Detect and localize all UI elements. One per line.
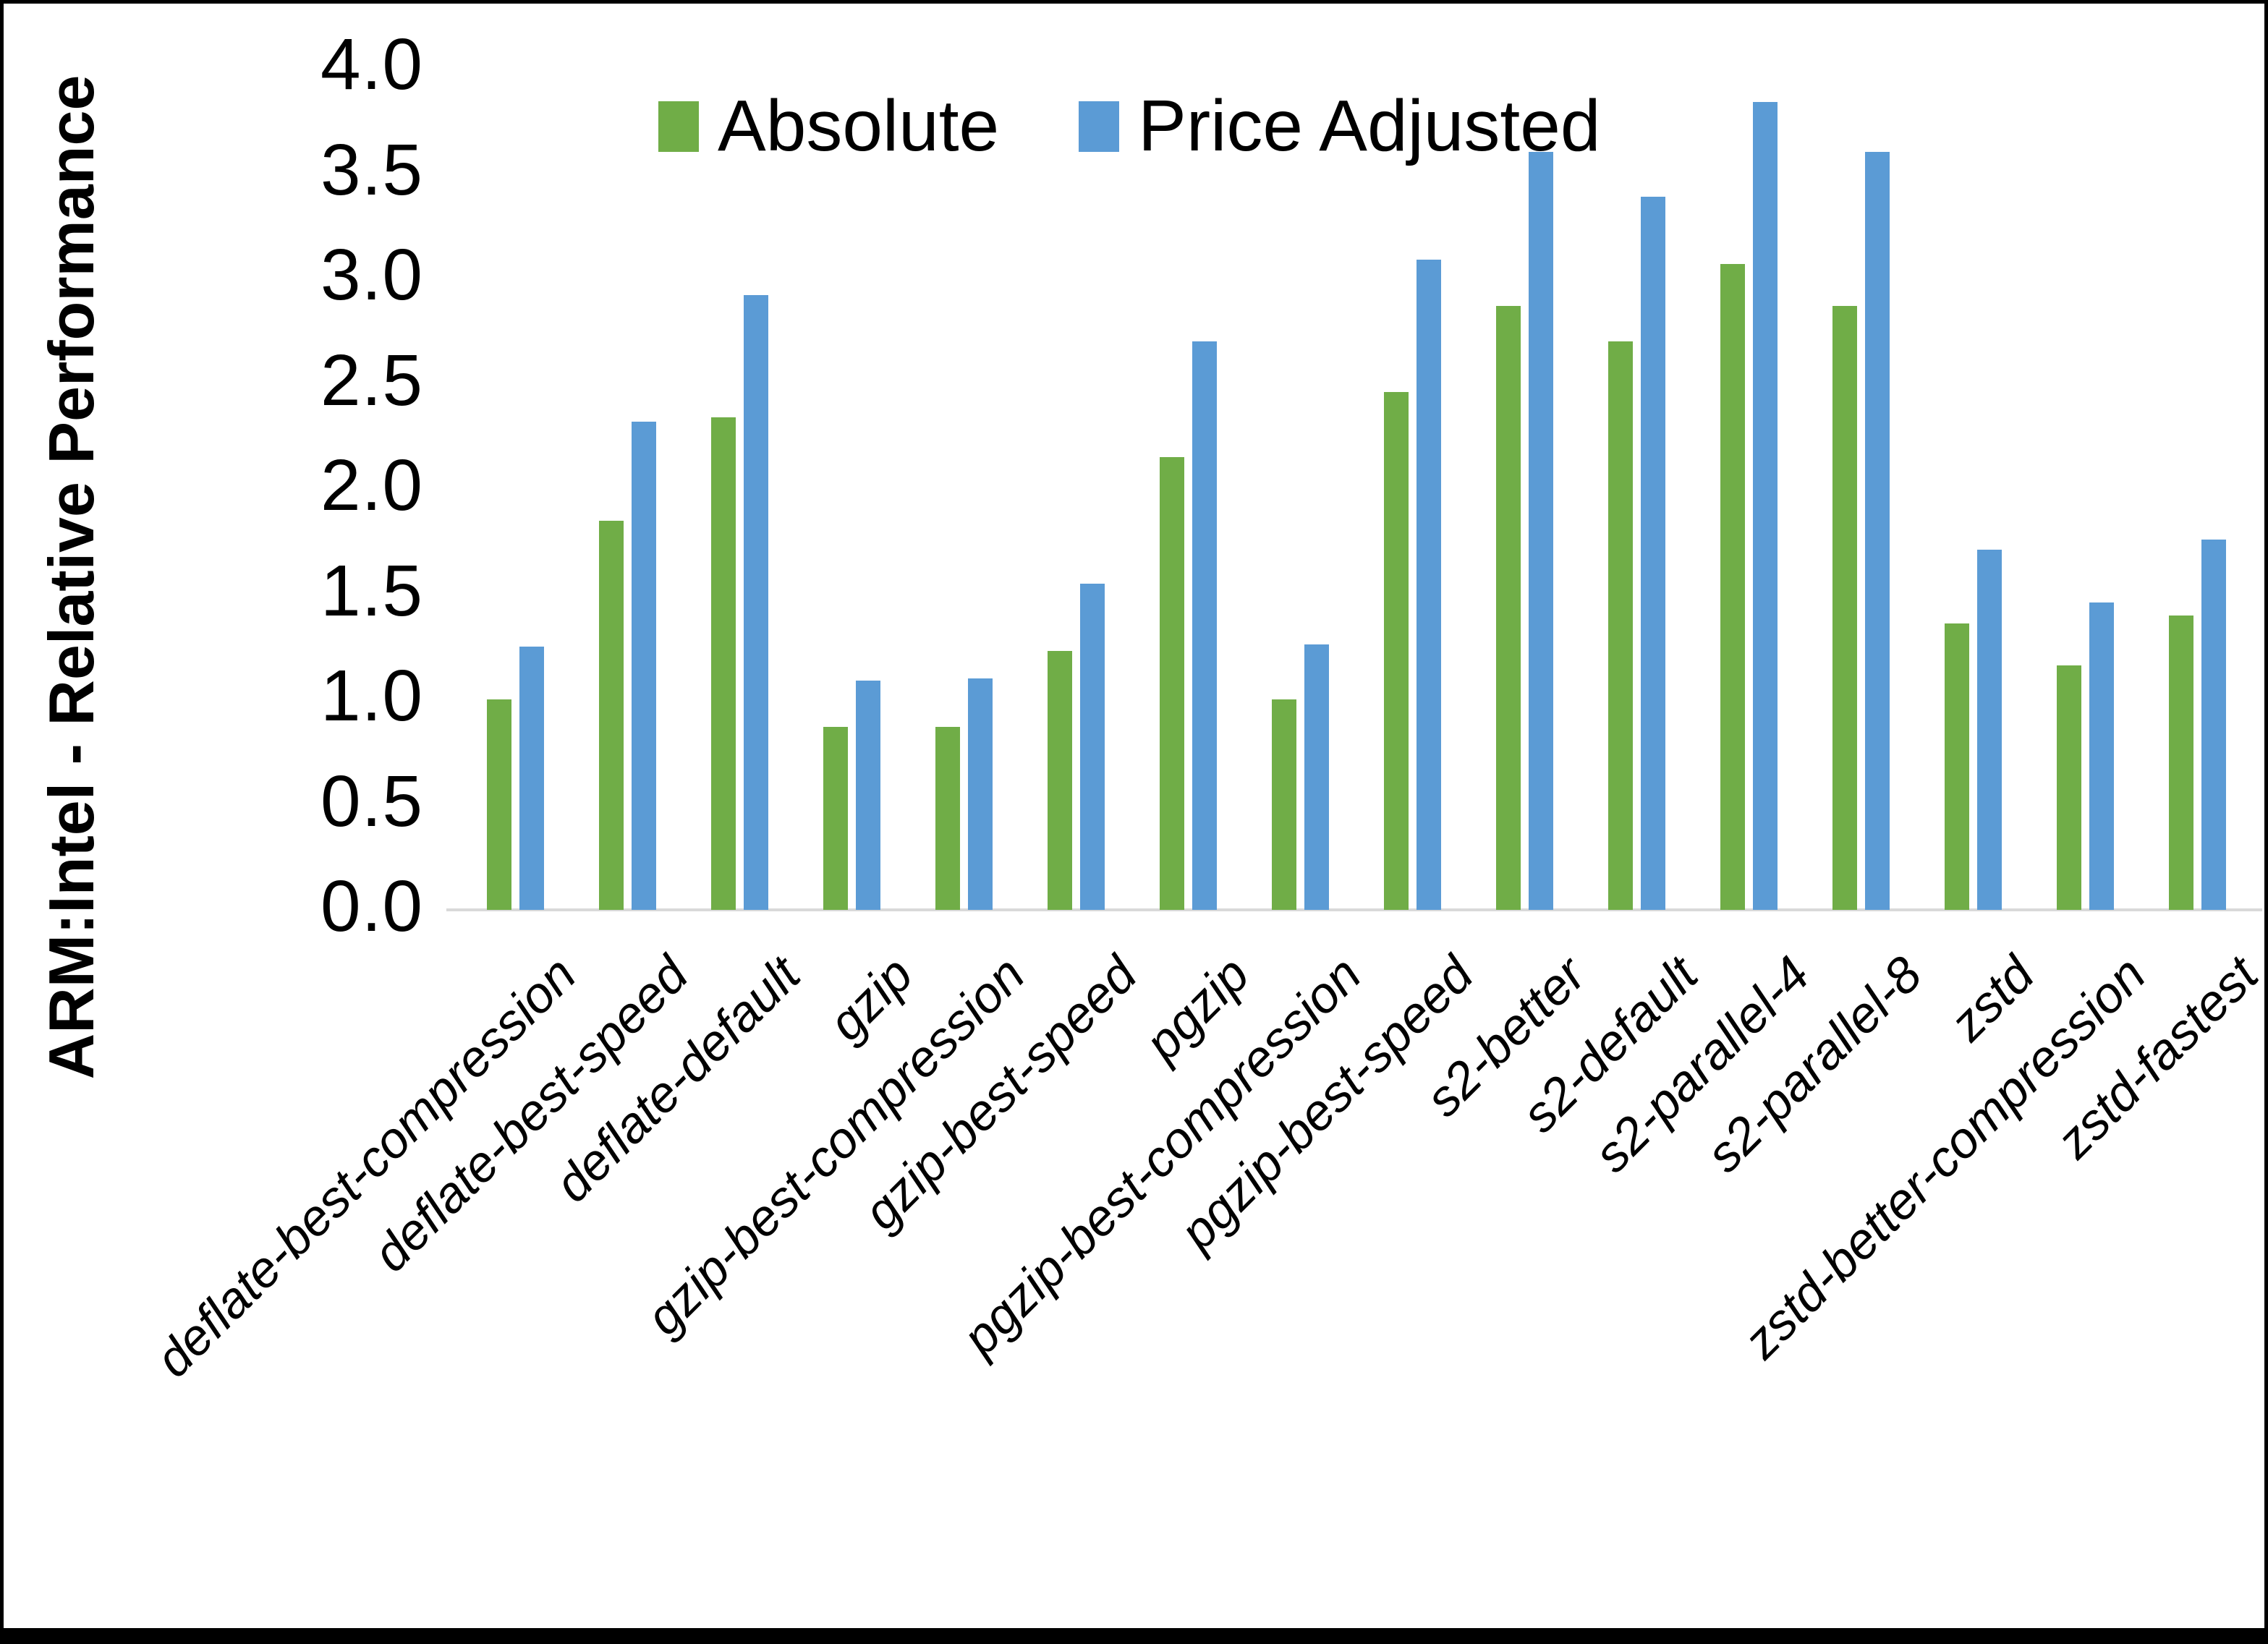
bar-price-adjusted — [1753, 102, 1778, 910]
y-tick-label: 2.0 — [320, 444, 423, 526]
bar-price-adjusted — [1865, 152, 1890, 910]
bar-price-adjusted — [1080, 584, 1105, 910]
bar-absolute — [2057, 665, 2081, 910]
bar-price-adjusted — [2201, 540, 2226, 910]
bar-price-adjusted — [744, 295, 768, 910]
bar-price-adjusted — [1192, 341, 1217, 910]
legend-swatch-absolute — [658, 101, 699, 152]
bar-absolute — [1608, 341, 1633, 910]
y-tick-label: 2.5 — [320, 339, 423, 421]
y-tick-label: 1.5 — [320, 550, 423, 631]
bar-price-adjusted — [519, 647, 544, 910]
y-tick-label: 1.0 — [320, 655, 423, 736]
legend-label-absolute: Absolute — [718, 85, 1000, 166]
bar-price-adjusted — [856, 681, 880, 910]
bar-price-adjusted — [1417, 260, 1441, 910]
y-tick-label: 3.0 — [320, 234, 423, 315]
plot-area — [459, 68, 2254, 910]
legend: Absolute Price Adjusted — [658, 85, 1600, 168]
bar-price-adjusted — [1529, 152, 1553, 910]
y-tick-label: 0.5 — [320, 760, 423, 842]
bar-absolute — [823, 727, 848, 910]
bar-price-adjusted — [1977, 550, 2002, 910]
bar-absolute — [1048, 651, 1072, 910]
legend-item-absolute: Absolute — [658, 85, 999, 168]
bar-price-adjusted — [1304, 644, 1329, 910]
bar-absolute — [1496, 306, 1521, 910]
bar-price-adjusted — [1641, 197, 1665, 910]
bar-price-adjusted — [968, 678, 993, 910]
y-tick-label: 4.0 — [320, 23, 423, 105]
legend-label-price-adjusted: Price Adjusted — [1138, 85, 1601, 166]
bar-absolute — [1272, 699, 1296, 910]
bar-absolute — [1945, 623, 1969, 910]
bar-absolute — [935, 727, 960, 910]
x-axis-line — [446, 908, 2262, 911]
y-axis-title: ARM:Intel - Relative Performance — [35, 74, 107, 1080]
bar-absolute — [487, 699, 511, 910]
bar-absolute — [2169, 616, 2193, 910]
y-tick-label: 0.0 — [320, 865, 423, 947]
legend-item-price-adjusted: Price Adjusted — [1079, 85, 1600, 168]
bar-absolute — [599, 521, 624, 910]
y-tick-label: 3.5 — [320, 129, 423, 210]
bar-absolute — [711, 417, 736, 910]
x-tick-label: deflate-best-compression — [144, 945, 587, 1388]
bar-absolute — [1160, 457, 1184, 910]
bar-absolute — [1832, 306, 1857, 910]
legend-swatch-price-adjusted — [1079, 101, 1120, 152]
bar-absolute — [1384, 392, 1409, 910]
bar-absolute — [1720, 264, 1745, 910]
bar-price-adjusted — [2089, 602, 2114, 910]
bar-price-adjusted — [632, 422, 656, 910]
